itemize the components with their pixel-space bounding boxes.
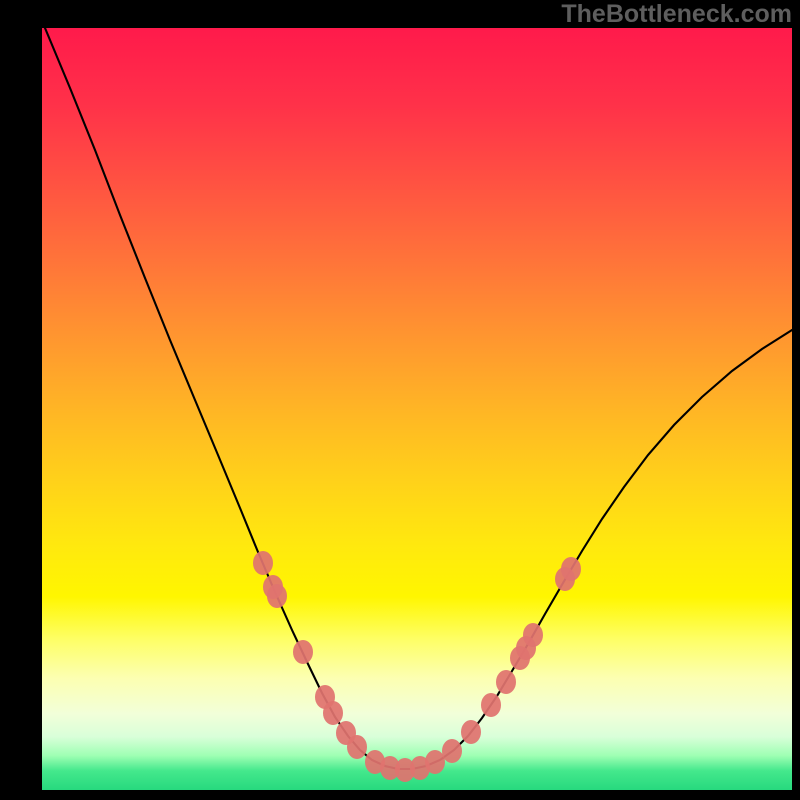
data-marker xyxy=(267,584,287,608)
data-marker xyxy=(481,693,501,717)
data-marker xyxy=(561,557,581,581)
data-marker xyxy=(523,623,543,647)
data-marker xyxy=(293,640,313,664)
bottleneck-chart xyxy=(42,28,792,790)
data-marker xyxy=(425,750,445,774)
watermark-text: TheBottleneck.com xyxy=(561,0,792,29)
data-marker xyxy=(461,720,481,744)
data-marker xyxy=(323,701,343,725)
data-marker xyxy=(347,735,367,759)
gradient-background xyxy=(42,28,792,790)
data-marker xyxy=(442,739,462,763)
data-marker xyxy=(253,551,273,575)
data-marker xyxy=(496,670,516,694)
